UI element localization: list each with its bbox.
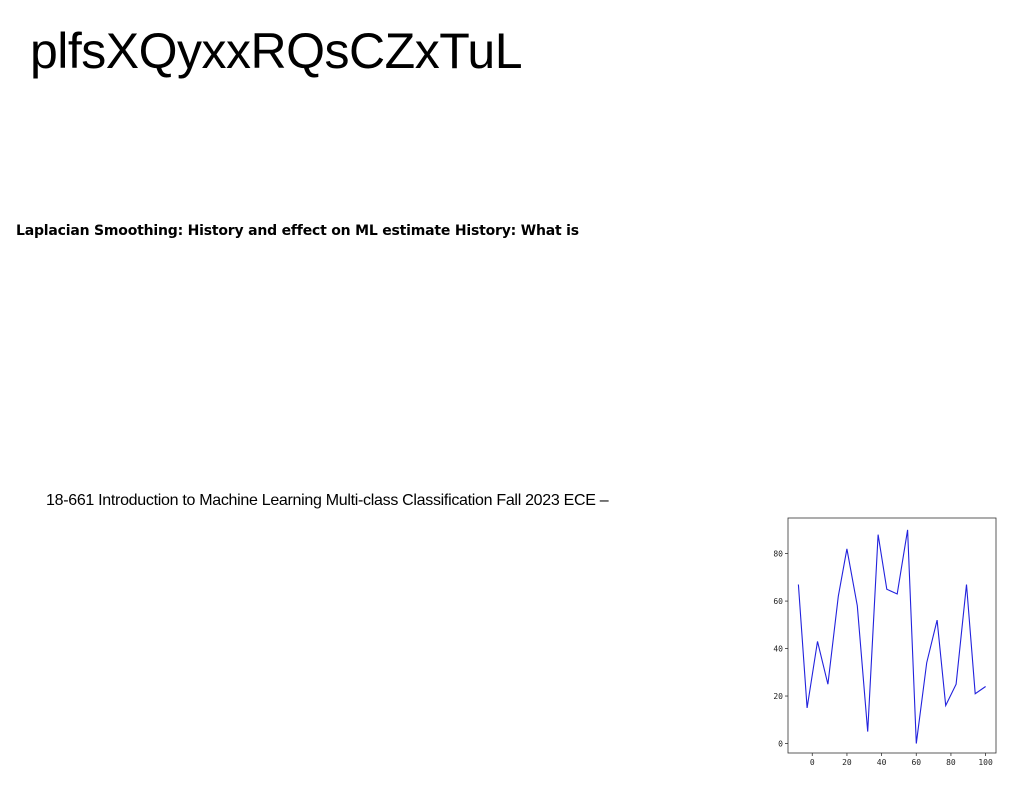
y-tick-label: 40: [773, 645, 783, 654]
y-tick-label: 0: [778, 740, 783, 749]
line-chart: 0 20 40 60 80 0 20 40 60 80 100: [752, 512, 1004, 774]
y-tick-label: 20: [773, 692, 783, 701]
y-tick-label: 80: [773, 550, 783, 559]
series-line: [797, 529, 986, 744]
line-chart-svg: 0 20 40 60 80 0 20 40 60 80 100: [773, 517, 997, 767]
plot-frame: [787, 517, 997, 754]
x-tick-label: 60: [911, 758, 921, 767]
page-title: plfsXQyxxRQsCZxTuL: [30, 23, 523, 79]
slide-heading: Laplacian Smoothing: History and effect …: [16, 223, 579, 239]
x-tick-label: 0: [810, 758, 815, 767]
x-tick-label: 40: [877, 758, 887, 767]
x-tick-label: 20: [842, 758, 852, 767]
course-info-line: 18-661 Introduction to Machine Learning …: [46, 492, 609, 509]
x-tick-label: 80: [946, 758, 956, 767]
x-tick-label: 100: [978, 758, 993, 767]
y-tick-label: 60: [773, 597, 783, 606]
